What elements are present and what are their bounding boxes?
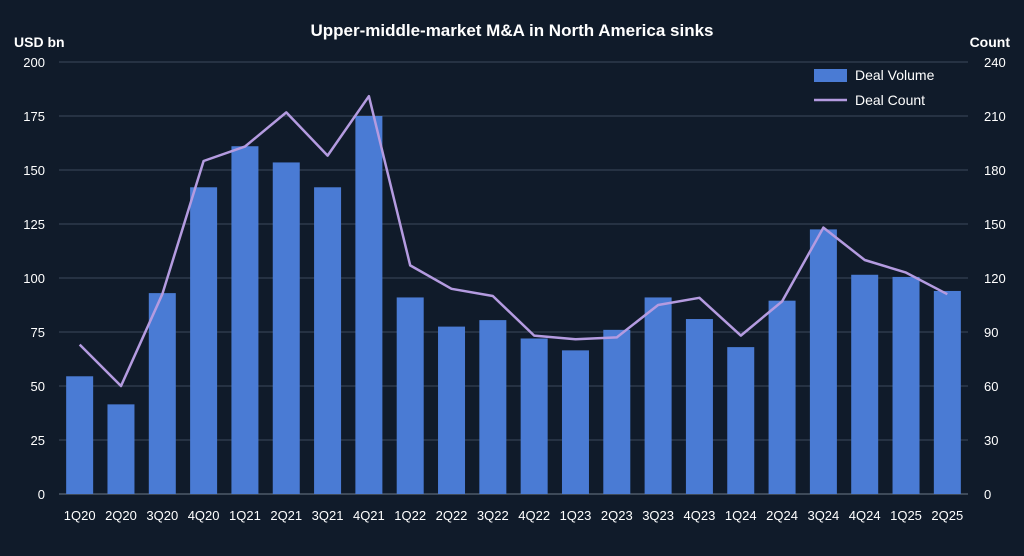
right-axis-unit-label: Count [970,34,1011,50]
left-axis-tick-label: 200 [23,55,45,70]
x-axis-tick-label: 4Q22 [518,508,550,523]
left-axis-tick-label: 150 [23,163,45,178]
x-axis-tick-label: 2Q20 [105,508,137,523]
left-axis-ticks: 0 25 50 75 100 125 150 175 200 [23,55,45,502]
bar-deal-volume [479,320,507,494]
line-deal-count [78,94,948,388]
bar-deal-volume [66,376,94,494]
legend-swatch-deal-volume [814,69,847,82]
bar-deal-volume [520,338,548,494]
bar-deal-volume [148,293,176,494]
bar-deal-volume [561,350,589,494]
x-axis-tick-label: 3Q24 [807,508,839,523]
x-axis-tick-label: 2Q24 [766,508,798,523]
bar-deal-volume [314,187,342,494]
left-axis-tick-label: 75 [31,325,45,340]
bar-deal-volume [727,347,755,494]
left-axis-tick-label: 175 [23,109,45,124]
right-axis-tick-label: 0 [984,487,991,502]
x-axis-tick-label: 1Q25 [890,508,922,523]
x-axis-tick-label: 2Q25 [931,508,963,523]
x-axis-tick-label: 1Q20 [64,508,96,523]
deal-volume-bars [66,116,961,495]
right-axis-tick-label: 30 [984,433,998,448]
right-axis-tick-label: 180 [984,163,1006,178]
x-axis-tick-label: 1Q24 [725,508,757,523]
bar-deal-volume [809,229,837,494]
bar-deal-volume [190,187,218,494]
right-axis-tick-label: 120 [984,271,1006,286]
deal-count-line-layer [78,94,948,388]
bar-deal-volume [355,116,383,494]
legend-label-deal-volume: Deal Volume [855,67,935,83]
bar-deal-volume [107,404,135,494]
x-axis-tick-label: 1Q23 [560,508,592,523]
x-axis-tick-label: 1Q22 [394,508,426,523]
left-axis-tick-label: 100 [23,271,45,286]
bar-deal-volume [603,329,631,494]
right-axis-tick-label: 210 [984,109,1006,124]
left-axis-tick-label: 25 [31,433,45,448]
x-axis-tick-label: 1Q21 [229,508,261,523]
bar-deal-volume [851,274,879,494]
right-axis-ticks: 0 30 60 90 120 150 180 210 240 [984,55,1006,502]
bar-deal-volume [438,326,466,494]
left-axis-tick-label: 0 [38,487,45,502]
bar-deal-volume [768,300,796,494]
right-axis-tick-label: 90 [984,325,998,340]
x-axis-tick-label: 2Q21 [270,508,302,523]
x-axis-tick-label: 3Q22 [477,508,509,523]
bar-deal-volume [685,319,713,494]
x-axis-tick-label: 2Q22 [436,508,468,523]
bar-deal-volume [231,146,259,495]
x-axis-tick-label: 4Q21 [353,508,385,523]
right-axis-tick-label: 60 [984,379,998,394]
x-axis-tick-label: 4Q24 [849,508,881,523]
bar-deal-volume [644,297,672,494]
x-axis-tick-label: 2Q23 [601,508,633,523]
bar-deal-volume [396,297,424,494]
bar-deal-volume [892,276,920,494]
left-axis-unit-label: USD bn [14,34,65,50]
x-axis-tick-label: 3Q21 [312,508,344,523]
right-axis-tick-label: 150 [984,217,1006,232]
x-axis-tick-label: 3Q23 [642,508,674,523]
left-axis-tick-label: 125 [23,217,45,232]
x-axis-tick-label: 4Q20 [188,508,220,523]
x-axis-tick-label: 3Q20 [146,508,178,523]
bar-deal-volume [272,162,300,494]
left-axis-tick-label: 50 [31,379,45,394]
chart-title: Upper-middle-market M&A in North America… [310,21,713,40]
bar-deal-volume [933,290,961,494]
legend: Deal Volume Deal Count [814,67,935,108]
right-axis-tick-label: 240 [984,55,1006,70]
x-axis-tick-label: 4Q23 [684,508,716,523]
x-axis-ticks: 1Q20 2Q20 3Q20 4Q20 1Q21 2Q21 3Q21 4Q21 1Q22 2Q22… [64,508,963,523]
legend-label-deal-count: Deal Count [855,92,925,108]
